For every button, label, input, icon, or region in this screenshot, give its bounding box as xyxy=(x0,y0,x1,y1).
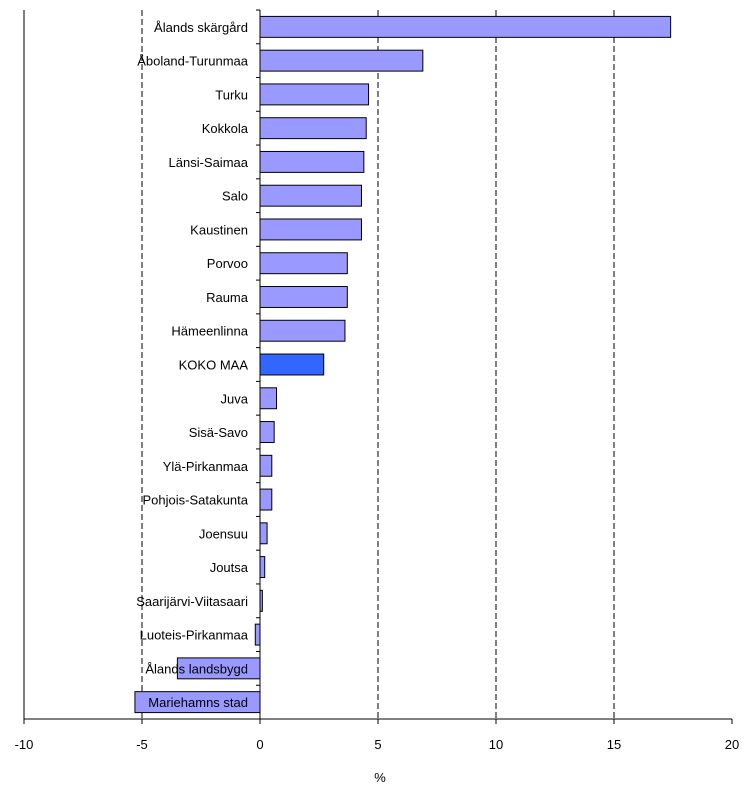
category-label: Kaustinen xyxy=(190,222,248,237)
category-label: Porvoo xyxy=(207,256,248,271)
category-label: Mariehamns stad xyxy=(148,695,248,710)
x-tick-label: 20 xyxy=(725,737,739,752)
bar xyxy=(259,117,367,140)
category-label: Hämeenlinna xyxy=(171,324,248,339)
x-tick-label: 5 xyxy=(374,737,381,752)
category-label: Ålands landsbygd xyxy=(145,661,248,676)
x-axis-title: % xyxy=(374,770,386,785)
category-label: Salo xyxy=(222,189,248,204)
category-label: Saarijärvi-Viitasaari xyxy=(136,594,248,609)
bar xyxy=(259,15,672,38)
x-tick-label: 10 xyxy=(489,737,503,752)
bar xyxy=(259,387,278,410)
category-label: Rauma xyxy=(206,290,249,305)
category-label: KOKO MAA xyxy=(179,358,249,373)
category-label: Juva xyxy=(221,391,249,406)
bar xyxy=(259,488,273,511)
category-label: Joensuu xyxy=(199,526,248,541)
bar xyxy=(259,83,370,106)
bar xyxy=(254,623,261,646)
bar xyxy=(259,150,365,173)
bar xyxy=(259,286,348,308)
category-label: Pohjois-Satakunta xyxy=(142,493,248,508)
bar xyxy=(259,218,362,241)
category-label: Kokkola xyxy=(202,121,249,136)
gridlines xyxy=(141,10,615,719)
bar xyxy=(259,454,273,477)
category-label: Ålands skärgård xyxy=(154,20,248,35)
axes: -10 -5 0 5 10 15 20 xyxy=(15,9,739,752)
category-labels: Ålands skärgård Åboland-Turunmaa Turku Kokk… xyxy=(136,20,249,710)
category-label: Sisä-Savo xyxy=(189,425,248,440)
category-label: Åboland-Turunmaa xyxy=(137,54,249,69)
bar xyxy=(259,421,275,443)
x-tick-label: 15 xyxy=(607,737,621,752)
bar xyxy=(259,252,348,275)
x-tick-label: -5 xyxy=(136,737,148,752)
bar xyxy=(259,184,362,207)
bars xyxy=(134,15,672,714)
bar xyxy=(259,49,424,72)
category-label: Ylä-Pirkanmaa xyxy=(163,459,249,474)
category-label: Luoteis-Pirkanmaa xyxy=(140,628,249,643)
category-label: Joutsa xyxy=(210,560,249,575)
x-tick-label: -10 xyxy=(15,737,34,752)
category-label: Turku xyxy=(215,87,248,102)
bar xyxy=(259,556,266,579)
category-label: Länsi-Saimaa xyxy=(169,155,249,170)
bar xyxy=(259,353,325,376)
x-tick-label: 0 xyxy=(256,737,263,752)
bar xyxy=(259,522,268,545)
bar xyxy=(259,319,346,342)
